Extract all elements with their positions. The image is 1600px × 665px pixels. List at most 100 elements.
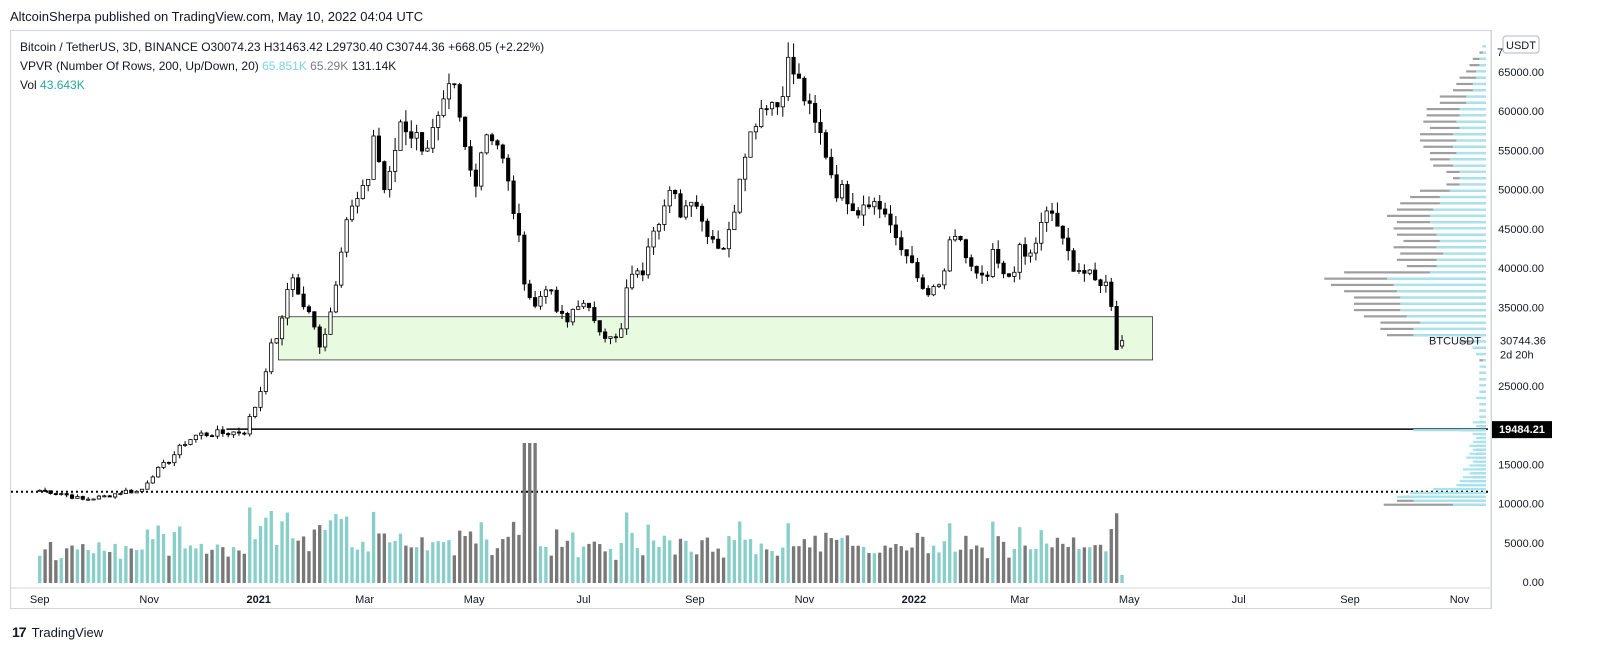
candle-body — [979, 272, 985, 276]
candle-body — [646, 246, 651, 276]
time-tick-label: 2021 — [246, 594, 270, 606]
candle-body — [59, 493, 64, 496]
candle-body — [403, 121, 408, 133]
volume-bar — [102, 550, 107, 583]
vp-bin-up — [1400, 296, 1486, 299]
vp-bin-up — [1472, 89, 1486, 92]
candle-body — [506, 157, 511, 182]
vp-bin-total — [1439, 101, 1486, 104]
legend-symbol-row[interactable]: Bitcoin / TetherUS, 3D, BINANCE O30074.2… — [20, 38, 544, 57]
candle-body — [134, 490, 139, 494]
candle-body — [215, 429, 220, 437]
legend-vpvr-row[interactable]: VPVR (Number Of Rows, 200, Up/Down, 20) … — [20, 57, 544, 76]
candle-body — [75, 496, 80, 499]
vp-bin-up — [1459, 170, 1486, 174]
candle-body — [829, 156, 834, 176]
volume-profile-layer — [1324, 45, 1486, 506]
volume-bar — [899, 546, 903, 583]
candle-body — [856, 210, 861, 216]
vpvr-up-value: 65.851K — [262, 59, 307, 73]
volume-bar — [463, 535, 467, 583]
price-tick-label: 50000.00 — [1498, 185, 1544, 197]
vp-bin-up — [1469, 444, 1486, 447]
candle-body — [1023, 244, 1028, 257]
candle-body — [258, 391, 263, 408]
volume-bar — [533, 443, 537, 583]
candle-body — [748, 131, 753, 158]
candle-body — [376, 135, 382, 163]
volume-bar — [366, 551, 370, 583]
candle-body — [624, 287, 629, 330]
price-tags-layer: BTCUSDT 30744.36 2d 20h 19484.21 — [1429, 336, 1552, 439]
volume-bar — [646, 524, 650, 583]
candle-body — [69, 494, 75, 499]
footer[interactable]: 17 TradingView — [12, 624, 103, 640]
candle-body — [629, 273, 635, 289]
time-tick-label: Mar — [355, 594, 374, 606]
candle-body — [387, 170, 392, 191]
volume-bar — [382, 533, 387, 583]
volume-bar — [694, 554, 699, 583]
price-tick-label: 5000.00 — [1504, 538, 1544, 550]
candle-body — [866, 204, 872, 208]
volume-bar — [414, 547, 419, 583]
candle-body — [888, 213, 893, 226]
volume-bar — [684, 540, 688, 583]
vp-bin-total — [1439, 95, 1486, 98]
candle-body — [597, 320, 602, 333]
vp-bin-up — [1472, 346, 1486, 349]
volume-bar — [221, 547, 225, 583]
candle-body — [188, 439, 193, 445]
volume-bar — [840, 537, 844, 583]
price-tick-top: 7 — [1497, 47, 1503, 59]
candle-body — [619, 328, 624, 338]
candle-body — [172, 454, 177, 464]
vp-bin-up — [1469, 472, 1486, 475]
volume-bar — [1104, 551, 1108, 583]
candle-body — [947, 239, 952, 272]
candle-body — [1006, 273, 1012, 277]
candles-layer — [37, 42, 1125, 501]
candle-body — [129, 489, 134, 494]
vp-bin-up — [1476, 70, 1486, 73]
legend-vol-row[interactable]: Vol 43.643K — [20, 76, 544, 95]
candle-body — [500, 144, 505, 159]
volume-bar — [894, 543, 898, 583]
ohlc-values: O30074.23 H31463.42 L29730.40 C30744.36 … — [201, 40, 545, 54]
candle-body — [726, 229, 732, 250]
volume-bar — [1093, 545, 1097, 583]
time-tick-label: Jul — [1232, 594, 1246, 606]
volume-bar — [802, 539, 807, 583]
vp-bin-up — [1479, 365, 1486, 368]
candle-body — [522, 234, 527, 285]
price-tick-label: 15000.00 — [1498, 459, 1544, 471]
volume-bar — [1044, 543, 1049, 583]
volume-bar — [226, 556, 230, 583]
candle-body — [511, 180, 516, 214]
support-zone — [278, 316, 1153, 361]
volume-bar — [307, 551, 311, 583]
vp-bin-up — [1462, 476, 1486, 479]
candle-body — [850, 203, 855, 212]
vp-bin-up — [1453, 503, 1486, 506]
volume-bar — [258, 526, 263, 583]
candle-body — [1012, 271, 1017, 277]
volume-bar — [635, 547, 640, 583]
volume-bar — [237, 550, 241, 583]
symbol-name: Bitcoin / TetherUS, 3D, BINANCE — [20, 40, 198, 54]
volume-bar — [969, 549, 973, 583]
volume-bar — [194, 548, 198, 583]
volume-bar — [474, 543, 478, 583]
candle-body — [732, 211, 737, 231]
vp-bin-up — [1482, 51, 1486, 54]
candle-body — [430, 127, 435, 149]
volume-bar — [484, 539, 489, 583]
candle-body — [86, 498, 91, 501]
candle-body — [554, 289, 559, 312]
level-tag: 19484.21 — [1499, 424, 1545, 436]
candle-body — [581, 302, 586, 308]
volume-bar — [350, 547, 354, 583]
vp-bin-up — [1449, 158, 1486, 161]
vp-bin-up — [1459, 114, 1486, 117]
